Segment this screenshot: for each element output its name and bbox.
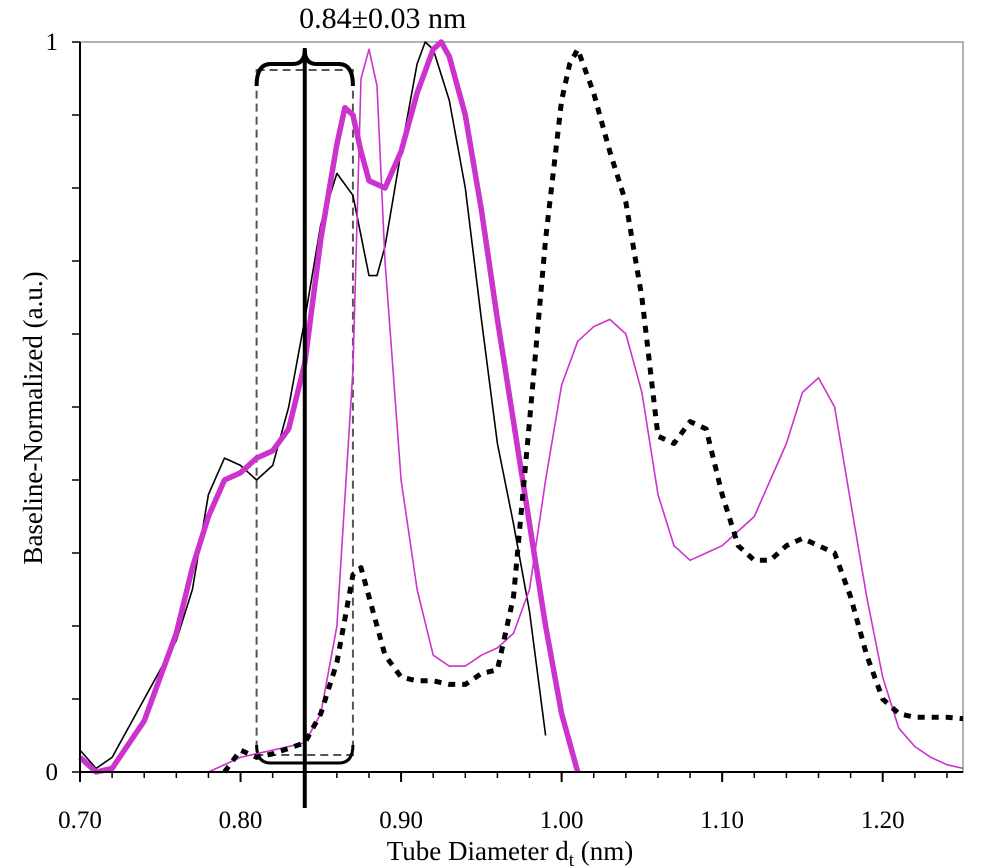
x-axis-title-main: Tube Diameter d (387, 836, 569, 866)
x-tick-label: 1.00 (540, 807, 584, 834)
series-line-1 (79, 41, 547, 770)
x-tick-label: 1.10 (700, 807, 744, 834)
y-axis-title: Baseline-Normalized (a.u.) (18, 271, 48, 564)
y-tick-label: 0 (46, 759, 59, 786)
annotation-label: 0.84±0.03 nm (299, 2, 466, 35)
x-axis-title-unit: (nm) (574, 836, 633, 866)
y-tick-label: 1 (46, 29, 59, 56)
y-axis-ticks: 01 (46, 29, 80, 786)
series-line-4 (222, 46, 964, 774)
x-tick-label: 0.70 (58, 807, 102, 834)
series-line-2 (78, 39, 581, 775)
plot-frame (79, 41, 964, 773)
x-axis-title: Tube Diameter dt (nm) (387, 836, 634, 866)
series-line-3 (208, 48, 964, 773)
series-group (78, 39, 964, 775)
x-tick-label: 0.90 (379, 807, 423, 834)
x-tick-label: 1.20 (861, 807, 905, 834)
x-axis-ticks: 0.70 0.80 0.90 1.00 1.10 1.20 (58, 772, 948, 834)
x-tick-label: 0.80 (219, 807, 263, 834)
x-axis-title-subscript: t (569, 850, 575, 866)
